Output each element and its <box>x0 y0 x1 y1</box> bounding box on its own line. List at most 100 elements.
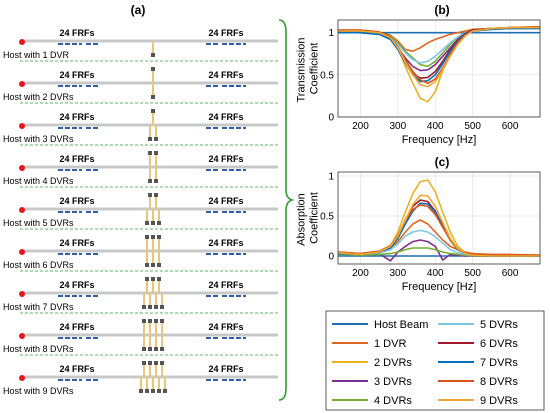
panel-b-label: (b) <box>434 3 449 17</box>
dvr-mass <box>151 53 155 57</box>
legend-label: 9 DVRs <box>480 395 518 407</box>
row-label: Host with 3 DVRs <box>3 134 74 144</box>
excitation-point <box>19 333 25 339</box>
y-tick-label: 0 <box>328 113 334 124</box>
dvr-mass <box>142 361 146 365</box>
dvr-mass <box>145 221 149 225</box>
host-row: 24 FRFs 24 FRFs Host with 7 DVRs <box>3 277 278 314</box>
x-tick-label: 600 <box>502 268 519 279</box>
dvr-mass <box>148 305 152 309</box>
legend-item: Host Beam <box>332 319 428 331</box>
frf-label-left: 24 FRFs <box>59 322 94 332</box>
frf-label-left: 24 FRFs <box>59 364 94 374</box>
legend-item: 2 DVRs <box>332 357 412 369</box>
excitation-point <box>19 207 25 213</box>
legend-label: 6 DVRs <box>480 338 518 350</box>
legend-label: 4 DVRs <box>374 395 412 407</box>
row-label: Host with 8 DVRs <box>3 344 74 354</box>
x-tick-label: 200 <box>352 121 369 132</box>
dvr-mass <box>157 263 161 267</box>
frf-label-left: 24 FRFs <box>59 112 94 122</box>
dvr-mass <box>151 263 155 267</box>
dvr-mass <box>160 305 164 309</box>
row-label: Host with 9 DVRs <box>3 386 74 396</box>
frf-label-left: 24 FRFs <box>59 154 94 164</box>
dvr-mass <box>145 235 149 239</box>
legend-item: 7 DVRs <box>438 357 518 369</box>
panel-c-label: (c) <box>435 155 450 169</box>
dvr-mass <box>151 67 155 71</box>
y-tick-label: 0.5 <box>320 212 334 223</box>
dvr-mass <box>151 389 155 393</box>
x-axis-label: Frequency [Hz] <box>402 281 477 293</box>
frf-label-right: 24 FRFs <box>208 28 243 38</box>
host-row: 24 FRFs 24 FRFs Host with 1 DVR <box>3 28 278 62</box>
frf-label-left: 24 FRFs <box>59 238 94 248</box>
legend-label: 3 DVRs <box>374 376 412 388</box>
dvr-mass <box>151 235 155 239</box>
row-label: Host with 6 DVRs <box>3 260 74 270</box>
dvr-mass <box>160 347 164 351</box>
y-axis-label: Transmission Coefficient <box>296 34 321 102</box>
dvr-mass <box>148 361 152 365</box>
y-tick-label: 0 <box>328 252 334 263</box>
dvr-mass <box>154 305 158 309</box>
y-tick-label: 1 <box>328 172 334 183</box>
x-tick-label: 500 <box>464 268 481 279</box>
dvr-mass <box>151 95 155 99</box>
panel-a-label: (a) <box>131 3 146 17</box>
legend-label: 5 DVRs <box>480 319 518 331</box>
host-row: 24 FRFs 24 FRFs Host with 8 DVRs <box>3 319 278 356</box>
dvr-mass <box>154 179 158 183</box>
excitation-point <box>19 249 25 255</box>
dvr-mass <box>151 277 155 281</box>
series-line <box>338 26 540 88</box>
host-row: 24 FRFs 24 FRFs Host with 9 DVRs <box>3 361 278 396</box>
host-row: 24 FRFs 24 FRFs Host with 5 DVRs <box>3 193 278 230</box>
legend-box <box>325 310 545 411</box>
dvr-mass <box>145 277 149 281</box>
dvr-mass <box>154 151 158 155</box>
legend-label: Host Beam <box>374 319 428 331</box>
row-label: Host with 4 DVRs <box>3 176 74 186</box>
dvr-mass <box>160 319 164 323</box>
legend: Host Beam 5 DVRs 1 DVR 6 DVRs 2 DVRs 7 DVRs 3 … <box>325 310 545 411</box>
dvr-mass <box>145 389 149 393</box>
legend-item: 4 DVRs <box>332 395 412 407</box>
excitation-point <box>19 165 25 171</box>
excitation-point <box>19 123 25 129</box>
frf-label-left: 24 FRFs <box>59 70 94 80</box>
row-label: Host with 7 DVRs <box>3 302 74 312</box>
frf-label-left: 24 FRFs <box>59 28 94 38</box>
dvr-mass <box>151 109 155 113</box>
dvr-mass <box>145 263 149 267</box>
row-label: Host with 1 DVR <box>3 50 70 60</box>
dvr-mass <box>157 389 161 393</box>
x-axis-label: Frequency [Hz] <box>402 134 477 146</box>
frf-label-right: 24 FRFs <box>208 154 243 164</box>
host-row: 24 FRFs 24 FRFs Host with 6 DVRs <box>3 235 278 272</box>
frf-label-right: 24 FRFs <box>208 112 243 122</box>
x-tick-label: 400 <box>427 268 444 279</box>
y-axis-label: Absorption Coefficient <box>296 190 321 246</box>
frf-label-right: 24 FRFs <box>208 70 243 80</box>
dvr-mass <box>148 319 152 323</box>
x-tick-label: 500 <box>464 121 481 132</box>
frf-label-right: 24 FRFs <box>208 322 243 332</box>
dvr-mass <box>157 221 161 225</box>
absorption-chart: 200 300 400 500 600 0 0.5 1 Frequency [Hz] Absorp… <box>296 172 541 293</box>
legend-item: 6 DVRs <box>438 338 518 350</box>
dvr-mass <box>151 221 155 225</box>
legend-label: 1 DVR <box>374 338 406 350</box>
dvr-mass <box>148 179 152 183</box>
x-tick-label: 600 <box>502 121 519 132</box>
dvr-mass <box>148 193 152 197</box>
dvr-mass <box>160 361 164 365</box>
dvr-mass <box>148 137 152 141</box>
legend-item: 3 DVRs <box>332 376 412 388</box>
frf-label-right: 24 FRFs <box>208 196 243 206</box>
panel-a-brace <box>278 19 295 401</box>
legend-label: 7 DVRs <box>480 357 518 369</box>
host-row: 24 FRFs 24 FRFs Host with 2 DVRs <box>3 67 278 104</box>
